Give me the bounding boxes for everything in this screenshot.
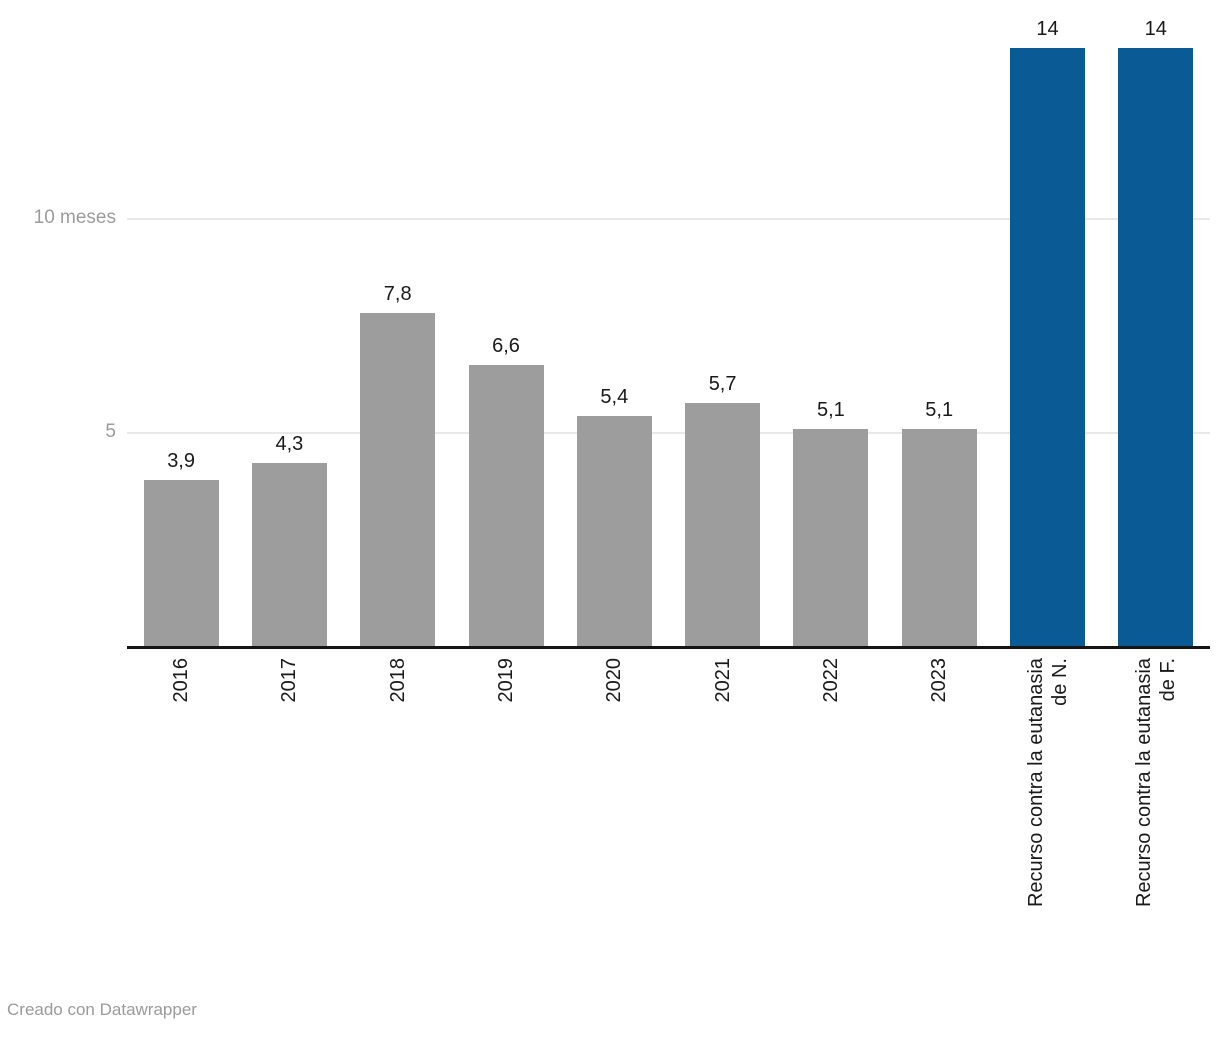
x-axis-label-recurso-contra-la-eutanasia-de-f: Recurso contra la eutanasia de F. [1132,658,1180,988]
bar-2016[interactable] [143,480,219,647]
bar-2023[interactable] [901,428,977,647]
x-axis-label-line: 2020 [603,658,626,703]
bar-value-label-recurso-contra-la-eutanasia-de-n: 14 [1036,18,1059,41]
x-axis-label-line: Recurso contra la eutanasia [1132,658,1155,908]
x-axis-label-line: 2021 [711,658,734,703]
y-tick-label-5: 5 [105,421,116,443]
x-axis-label-2023: 2023 [927,658,951,988]
x-axis-label-line: Recurso contra la eutanasia [1024,658,1047,908]
x-axis-label-2022: 2022 [819,658,843,988]
bar-value-label-2023: 5,1 [925,398,954,421]
x-axis-label-line: 2023 [928,658,951,703]
attribution: Creado con Datawrapper [7,1000,197,1020]
gridline-10 [127,218,1210,221]
bar-value-label-recurso-contra-la-eutanasia-de-f: 14 [1144,18,1167,41]
attribution-text: Creado con Datawrapper [7,1000,197,1019]
x-axis-label-line: 2017 [278,658,301,703]
x-axis-label-line: de N. [1048,658,1071,706]
bar-recurso-contra-la-eutanasia-de-f[interactable] [1118,48,1194,647]
bar-value-label-2017: 4,3 [275,433,304,456]
x-axis-label-line: de F. [1156,658,1179,702]
bar-value-label-2021: 5,7 [708,373,737,396]
x-axis-label-line: 2022 [819,658,842,703]
gridline-5 [127,432,1210,435]
x-axis-label-2019: 2019 [494,658,518,988]
bar-value-label-2020: 5,4 [600,386,629,409]
bar-value-label-2019: 6,6 [492,334,520,357]
bar-recurso-contra-la-eutanasia-de-n[interactable] [1010,48,1085,647]
bar-2017[interactable] [251,463,327,647]
x-axis-label-2021: 2021 [711,658,735,988]
bar-value-label-2016: 3,9 [167,450,195,473]
x-axis-label-2016: 2016 [169,658,193,988]
x-axis-label-line: 2019 [495,658,517,703]
x-axis-label-2017: 2017 [277,658,301,988]
x-axis-label-line: 2018 [386,658,409,703]
bar-value-label-2022: 5,1 [816,398,845,421]
x-axis-label-2020: 2020 [602,658,626,988]
bar-2019[interactable] [468,364,544,647]
bar-2020[interactable] [576,416,652,647]
x-axis-line [127,646,1210,649]
bar-2022[interactable] [793,428,869,647]
bar-2021[interactable] [685,403,761,647]
y-tick-label-10: 10 meses [33,207,116,229]
bar-2018[interactable] [360,313,436,647]
x-axis-label-recurso-contra-la-eutanasia-de-n: Recurso contra la eutanasia de N. [1024,658,1072,988]
bar-value-label-2018: 7,8 [383,283,412,306]
x-axis-label-2018: 2018 [386,658,410,988]
x-axis-label-line: 2016 [170,658,193,703]
